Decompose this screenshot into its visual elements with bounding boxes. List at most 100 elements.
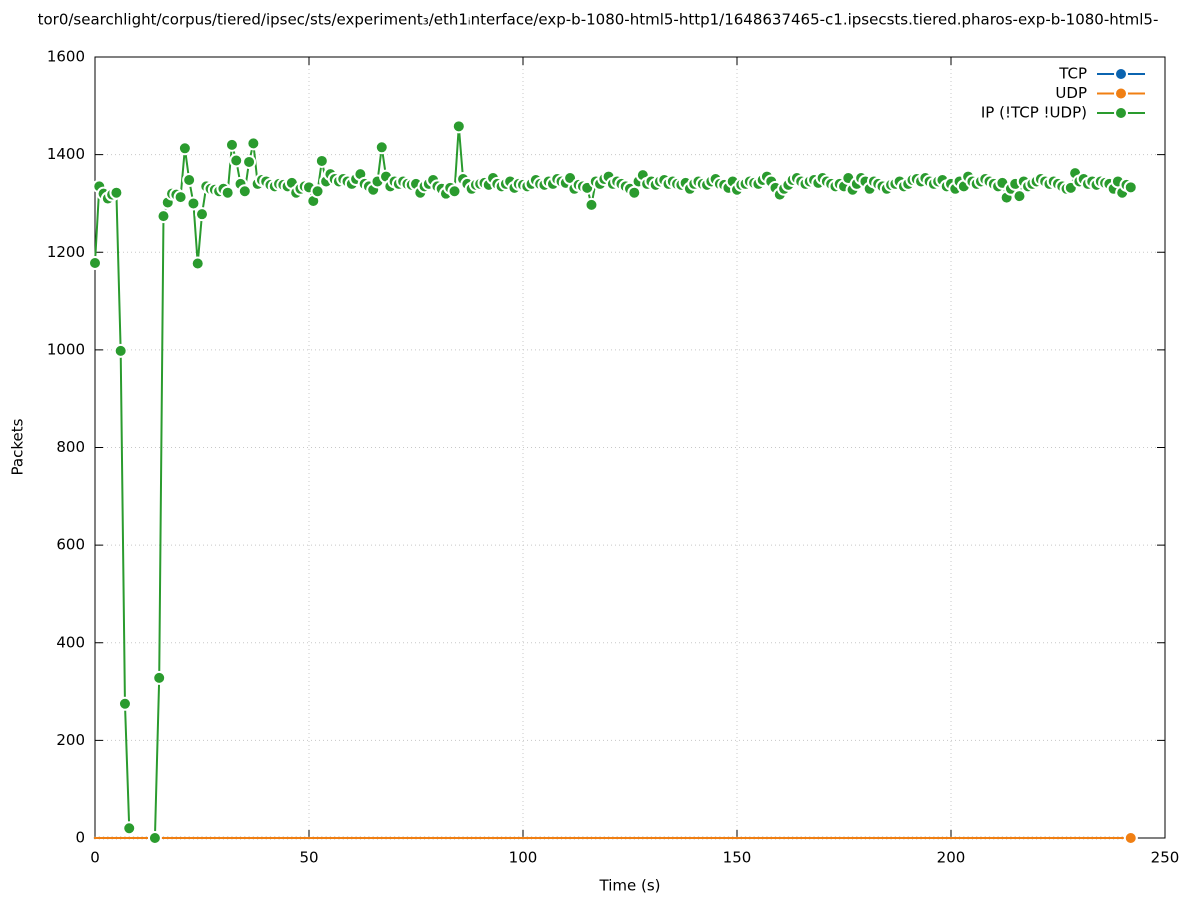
data-point: [855, 836, 859, 840]
data-point: [359, 836, 362, 840]
data-point: [971, 836, 974, 840]
data-point: [1014, 836, 1017, 840]
data-point: [791, 836, 794, 840]
data-point: [568, 836, 572, 840]
data-point: [217, 836, 221, 840]
data-point: [247, 836, 251, 840]
data-point: [611, 836, 615, 840]
data-point: [1048, 836, 1051, 840]
data-point: [718, 836, 722, 840]
data-point: [667, 836, 670, 840]
data-point: [179, 836, 182, 840]
data-point: [173, 190, 188, 205]
data-point: [988, 836, 991, 840]
data-point: [859, 836, 863, 840]
data-point: [224, 137, 239, 152]
data-point: [449, 836, 452, 840]
data-point: [615, 836, 619, 840]
data-point: [109, 185, 124, 200]
data-point: [414, 836, 418, 840]
data-point: [166, 836, 169, 840]
data-point: [710, 836, 713, 840]
data-point: [624, 836, 627, 840]
data-point: [483, 836, 486, 840]
data-point: [932, 836, 936, 840]
data-point: [757, 836, 760, 840]
data-point: [936, 836, 940, 840]
data-point: [374, 140, 389, 155]
data-point: [928, 836, 931, 840]
data-point: [954, 836, 957, 840]
data-point: [889, 836, 893, 840]
data-point: [1065, 836, 1068, 840]
data-point: [834, 836, 837, 840]
data-point: [436, 836, 439, 840]
data-point: [658, 836, 662, 840]
data-point: [740, 836, 743, 840]
data-point: [213, 836, 217, 840]
data-point: [316, 836, 319, 840]
data-point: [868, 836, 871, 840]
data-point: [945, 836, 948, 840]
x-tick-label: 150: [723, 849, 752, 867]
data-point: [1022, 836, 1025, 840]
data-point: [444, 836, 448, 840]
data-point: [200, 836, 204, 840]
data-point: [924, 836, 927, 840]
data-point: [119, 836, 122, 840]
data-point: [242, 154, 257, 169]
y-tick-label: 1400: [47, 145, 85, 163]
x-tick-label: 0: [90, 849, 100, 867]
data-point: [881, 836, 884, 840]
data-point: [1095, 836, 1098, 840]
data-point: [132, 836, 135, 840]
data-point: [645, 836, 649, 840]
data-point: [812, 836, 816, 840]
data-point: [182, 173, 197, 188]
data-point: [1039, 836, 1043, 840]
chart-title: tor0/searchlight/corpus/tiered/ipsec/sts…: [38, 11, 1159, 29]
data-point: [894, 836, 897, 840]
data-point: [603, 836, 606, 840]
data-point: [220, 185, 235, 200]
data-point: [804, 836, 807, 840]
data-point: [594, 836, 597, 840]
data-point: [1073, 836, 1077, 840]
data-point: [246, 136, 261, 151]
data-point: [491, 836, 495, 840]
data-point: [958, 836, 961, 840]
data-point: [584, 197, 599, 212]
data-point: [847, 836, 850, 840]
data-point: [765, 836, 769, 840]
data-point: [735, 836, 739, 840]
data-point: [466, 836, 469, 840]
data-point: [457, 836, 460, 840]
data-point: [162, 836, 165, 840]
data-point: [122, 821, 137, 836]
data-point: [401, 836, 405, 840]
data-point: [461, 836, 465, 840]
data-point: [641, 836, 645, 840]
data-point: [1005, 836, 1008, 840]
data-point: [586, 836, 589, 840]
data-point: [350, 836, 353, 840]
data-point: [526, 836, 529, 840]
data-point: [93, 836, 97, 840]
data-point: [902, 836, 906, 840]
data-point: [342, 836, 345, 840]
data-point: [372, 836, 375, 840]
data-point: [530, 836, 533, 840]
data-point: [761, 836, 764, 840]
data-point: [521, 836, 525, 840]
data-point: [1099, 836, 1103, 840]
data-point: [136, 836, 139, 840]
data-point: [324, 836, 328, 840]
data-point: [431, 836, 435, 840]
data-point: [504, 836, 508, 840]
data-point: [774, 836, 777, 840]
legend-label: IP (!TCP !UDP): [981, 104, 1087, 122]
data-point: [314, 153, 329, 168]
y-tick-label: 1200: [47, 243, 85, 261]
data-point: [693, 836, 696, 840]
